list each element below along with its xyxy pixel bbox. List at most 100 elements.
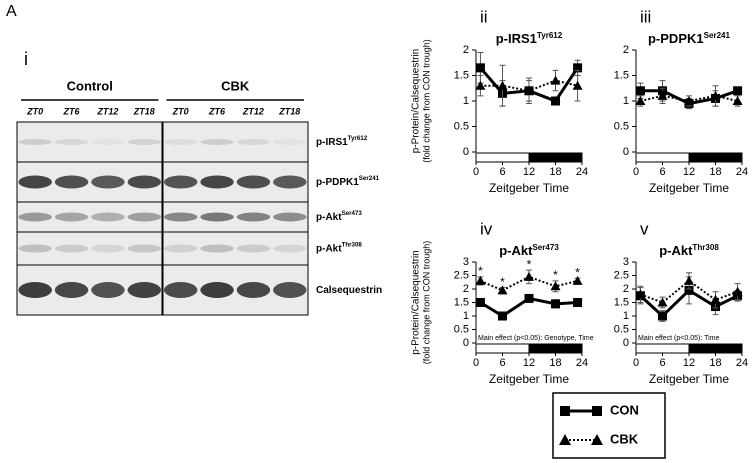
chart-title-site: Thr308 <box>692 243 719 252</box>
y-tick-label: 1.5 <box>454 296 469 308</box>
dark-phase <box>528 152 583 163</box>
marker-triangle <box>572 275 583 285</box>
band <box>127 175 162 189</box>
band <box>91 175 125 189</box>
legend-label: CON <box>610 402 639 417</box>
y-tick-label: 3 <box>623 256 629 268</box>
legend-marker <box>591 434 603 445</box>
marker-triangle <box>550 281 561 291</box>
blot-row-label-main: p-PDPK1 <box>316 177 359 188</box>
marker-triangle <box>710 90 721 100</box>
y-tick-label: 0 <box>623 337 629 349</box>
y-axis-label: p-Protein/Calsequestrin <box>411 250 422 355</box>
y-tick-label: 2 <box>463 283 469 295</box>
y-tick-label: 2 <box>623 44 629 56</box>
y-axis-label: (fold change from CON trough) <box>421 39 431 163</box>
blot-row-label: p-IRS1Tyr612 <box>316 135 368 148</box>
lane-label: ZT12 <box>96 106 118 116</box>
y-tick-label: 1.5 <box>454 69 469 81</box>
x-tick-label: 24 <box>576 166 588 178</box>
lane-label: ZT18 <box>133 106 155 116</box>
marker-square <box>475 298 485 307</box>
y-tick-label: 0.5 <box>454 323 469 335</box>
band <box>273 175 307 189</box>
marker-triangle <box>732 286 743 296</box>
y-tick-label: 1 <box>623 310 629 322</box>
chart: v 0 0.51 1.52 2.53 0 6 12 18 24 Zeitgeber Time Main… <box>614 219 748 386</box>
blot-row-label: p-AktThr308 <box>316 242 362 255</box>
band <box>54 244 89 253</box>
dark-phase <box>688 152 743 163</box>
band <box>91 139 125 145</box>
panel-label: i <box>24 49 28 69</box>
band <box>163 212 198 222</box>
light-phase <box>475 343 530 354</box>
band <box>200 282 234 298</box>
x-tick-label: 24 <box>576 357 588 369</box>
band <box>18 282 52 298</box>
band <box>163 282 198 298</box>
band <box>236 212 271 222</box>
chart-title-site: Ser473 <box>532 243 559 252</box>
significance: * <box>478 264 483 278</box>
x-tick-label: 6 <box>659 166 665 178</box>
x-tick-label: 12 <box>683 166 695 178</box>
y-tick-label: 0.5 <box>614 323 629 335</box>
chart: ii 0 0.5 1 1.5 2 0 6 12 18 24 Zeitgeber Time p-Prote… <box>411 7 588 195</box>
band <box>54 175 89 189</box>
legend-marker <box>560 406 570 416</box>
band <box>273 244 307 253</box>
band <box>18 139 52 145</box>
blot-row-label-site: Tyr612 <box>348 135 368 142</box>
y-tick-label: 0.5 <box>454 120 469 132</box>
note: Main effect (p<0.05): Genotype, Time <box>478 335 594 342</box>
light-phase <box>635 152 690 163</box>
chart-title-site: Tyr612 <box>537 31 563 40</box>
x-tick-label: 6 <box>499 166 505 178</box>
note: Main effect (p<0.05): Time <box>638 335 719 342</box>
band <box>200 175 234 189</box>
band <box>18 175 52 189</box>
x-tick-label: 0 <box>633 357 639 369</box>
band <box>54 139 89 145</box>
band <box>273 212 307 222</box>
blot-row-label-site: Ser473 <box>342 210 363 217</box>
y-tick-label: 1.5 <box>614 69 629 81</box>
band <box>91 244 125 253</box>
marker-triangle <box>475 80 486 90</box>
x-axis-label: Zeitgeber Time <box>649 372 729 386</box>
band <box>18 212 52 222</box>
band <box>200 212 234 222</box>
band <box>127 282 162 298</box>
marker-square <box>635 86 645 96</box>
marker-triangle <box>684 96 694 105</box>
marker-square <box>573 298 583 307</box>
marker-triangle <box>684 275 694 285</box>
figure-label: A <box>6 3 17 20</box>
marker-triangle <box>635 96 646 105</box>
band <box>273 282 307 298</box>
band <box>91 212 125 222</box>
marker-triangle <box>550 75 561 85</box>
marker-square <box>524 293 534 303</box>
y-tick-label: 2 <box>623 283 629 295</box>
blot-row-label-main: Calsequestrin <box>316 285 382 296</box>
chart: iii 0 0.5 1 1.5 2 0 6 12 18 24 Zeitgeber Time <box>614 7 748 195</box>
x-tick-label: 0 <box>473 166 479 178</box>
marker-square <box>498 311 507 321</box>
marker-triangle <box>475 275 486 285</box>
y-tick-label: 2 <box>463 44 469 56</box>
panel-label: ii <box>480 7 488 26</box>
x-tick-label: 24 <box>736 166 748 178</box>
marker-square <box>684 285 694 295</box>
band <box>200 139 234 145</box>
x-tick-label: 6 <box>659 357 665 369</box>
band <box>236 139 271 145</box>
marker-square <box>551 96 560 106</box>
marker-triangle <box>572 80 583 90</box>
x-axis-label: Zeitgeber Time <box>489 181 569 195</box>
y-tick-label: 1 <box>463 310 469 322</box>
x-tick-label: 0 <box>473 357 479 369</box>
lane-label: ZT0 <box>26 106 43 116</box>
y-tick-label: 2.5 <box>454 269 469 281</box>
